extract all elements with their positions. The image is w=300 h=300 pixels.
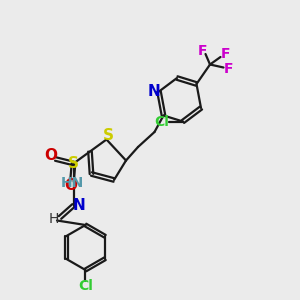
Text: F: F [220, 47, 230, 61]
Text: O: O [44, 148, 58, 164]
Text: N: N [73, 198, 85, 213]
Text: O: O [64, 178, 77, 194]
Text: S: S [68, 156, 79, 171]
Text: H: H [49, 212, 59, 226]
Text: S: S [103, 128, 113, 143]
Text: Cl: Cl [78, 279, 93, 292]
Text: N: N [147, 84, 160, 99]
Text: F: F [224, 62, 234, 76]
Text: Cl: Cl [154, 115, 169, 128]
Text: F: F [198, 44, 207, 58]
Text: HN: HN [60, 176, 84, 190]
